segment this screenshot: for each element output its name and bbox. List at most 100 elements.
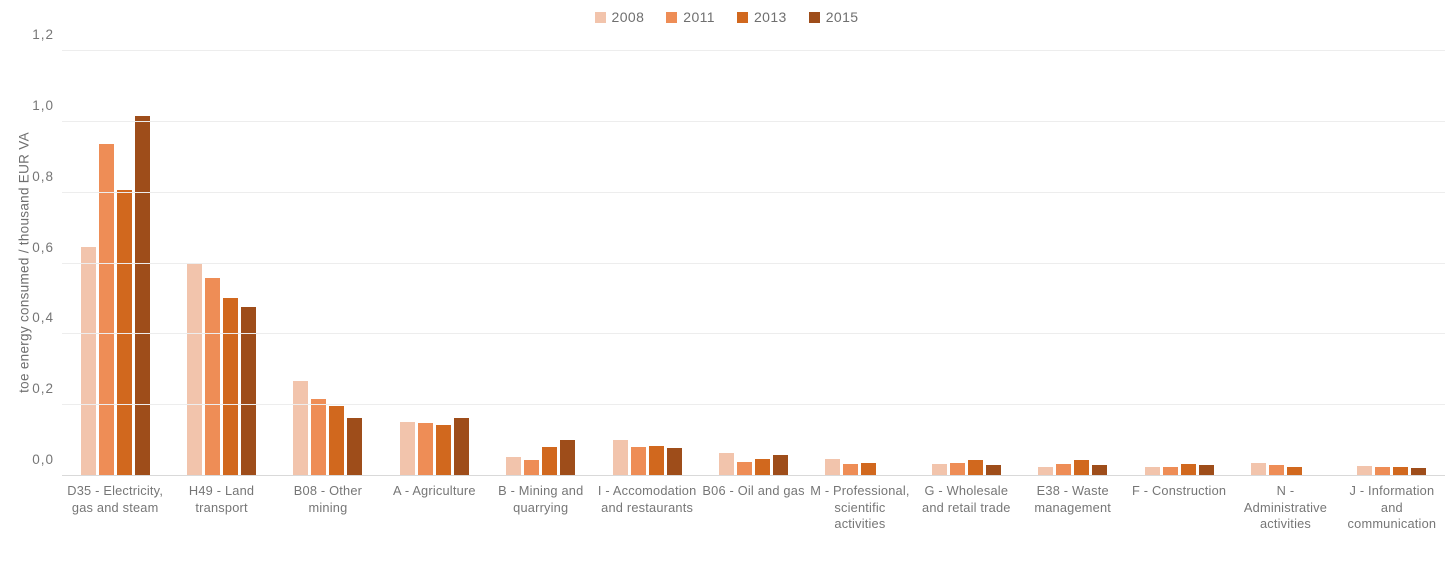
legend-swatch <box>594 11 606 23</box>
bar-2011 <box>630 447 646 475</box>
bar-2013 <box>755 459 771 475</box>
x-axis-label: H49 - Land transport <box>188 483 255 515</box>
bar-2008 <box>1250 462 1266 475</box>
bar-2008 <box>187 264 203 475</box>
legend-label: 2013 <box>753 9 787 25</box>
x-axis-label: B06 - Oil and gas <box>702 483 805 498</box>
bar-group <box>1232 51 1338 475</box>
legend-swatch <box>666 11 678 23</box>
y-tick-label: 0,4 <box>32 310 54 326</box>
legend-swatch <box>808 11 820 23</box>
bar-group <box>1126 51 1232 475</box>
bar-2013 <box>861 463 877 475</box>
bar-2011 <box>1268 464 1284 475</box>
bar-2015 <box>347 417 363 475</box>
y-tick-label: 1,0 <box>32 97 54 113</box>
bar-2011 <box>1375 467 1391 475</box>
legend-label: 2008 <box>611 9 645 25</box>
bar-2008 <box>1357 465 1373 475</box>
bar-2013 <box>116 189 132 475</box>
legend-item-2008: 2008 <box>594 9 645 25</box>
plot-area: 0,0 0,2 0,4 0,6 0,8 1,0 1,2 <box>32 27 1445 476</box>
bar-2013 <box>1286 466 1302 475</box>
x-axis-label: B - Mining and quarrying <box>498 483 584 515</box>
gridline <box>62 333 1445 335</box>
bar-group <box>913 51 1019 475</box>
bar-group <box>168 51 274 475</box>
gridline <box>62 262 1445 264</box>
bar-2013 <box>223 297 239 475</box>
y-tick-label: 0,2 <box>32 381 54 397</box>
bar-2011 <box>311 398 327 475</box>
bar-2013 <box>648 445 664 475</box>
bar-2015 <box>773 455 789 475</box>
chart-legend: 2008 2011 2013 2015 <box>0 9 1453 25</box>
y-tick-label: 0,6 <box>32 239 54 255</box>
bar-2008 <box>931 463 947 475</box>
y-tick-label: 0,8 <box>32 168 54 184</box>
legend-swatch <box>736 11 748 23</box>
bar-2008 <box>80 246 96 475</box>
legend-label: 2011 <box>683 9 715 25</box>
x-axis-label: F - Construction <box>1131 483 1227 498</box>
bar-group <box>1020 51 1126 475</box>
legend-label: 2015 <box>825 9 859 25</box>
bar-2015 <box>453 417 469 475</box>
x-axis-label: B08 - Other mining <box>293 483 363 515</box>
bar-2013 <box>435 425 451 475</box>
bar-2008 <box>506 456 522 475</box>
bar-group <box>1339 51 1445 475</box>
legend-item-2013: 2013 <box>736 9 787 25</box>
x-axis-label: N - Administrative activities <box>1243 483 1328 532</box>
bar-2008 <box>719 452 735 475</box>
gridline <box>62 191 1445 193</box>
bar-2011 <box>205 278 221 475</box>
x-axis-label: J - Information and communication <box>1347 483 1437 532</box>
bar-2013 <box>1393 467 1409 475</box>
gridline <box>62 120 1445 122</box>
y-tick-label: 0,0 <box>32 452 54 467</box>
x-axis-labels: D35 - Electricity, gas and steam H49 - La… <box>62 483 1445 533</box>
x-axis-label: G - Wholesale and retail trade <box>922 483 1011 515</box>
gridline <box>62 404 1445 406</box>
x-axis-label: D35 - Electricity, gas and steam <box>67 483 164 515</box>
bar-2015 <box>1092 464 1108 475</box>
x-axis-label: I - Accomodation and restaurants <box>597 483 697 515</box>
bar-2015 <box>1411 468 1427 475</box>
x-axis-label: A - Agriculture <box>393 483 476 498</box>
x-axis-label: M - Professional, scientific activities <box>810 483 910 532</box>
bar-2011 <box>98 143 114 475</box>
bar-2011 <box>949 463 965 475</box>
bar-2013 <box>1180 464 1196 475</box>
bar-2011 <box>843 463 859 475</box>
bar-2011 <box>417 423 433 475</box>
bar-2008 <box>612 440 628 475</box>
legend-item-2011: 2011 <box>666 9 715 25</box>
bar-group <box>807 51 913 475</box>
bar-2015 <box>1198 465 1214 475</box>
bar-2008 <box>399 421 415 475</box>
bar-2015 <box>134 115 150 475</box>
bar-2013 <box>1074 460 1090 475</box>
bar-2015 <box>560 439 576 475</box>
bar-group <box>488 51 594 475</box>
gridline <box>62 50 1445 51</box>
bar-group <box>594 51 700 475</box>
bar-2013 <box>967 460 983 475</box>
y-tick-label: 1,2 <box>32 27 54 42</box>
bar-2008 <box>1144 467 1160 475</box>
bar-2011 <box>1056 464 1072 475</box>
bar-2011 <box>524 460 540 475</box>
bar-2013 <box>542 446 558 475</box>
bar-group <box>62 51 168 475</box>
legend-item-2015: 2015 <box>808 9 859 25</box>
bar-2015 <box>666 447 682 475</box>
bar-2008 <box>293 381 309 475</box>
bar-2015 <box>985 465 1001 475</box>
bar-2008 <box>825 459 841 475</box>
bar-2011 <box>737 462 753 475</box>
bar-2015 <box>241 306 257 475</box>
bar-2013 <box>329 405 345 475</box>
gridline <box>62 475 1445 476</box>
